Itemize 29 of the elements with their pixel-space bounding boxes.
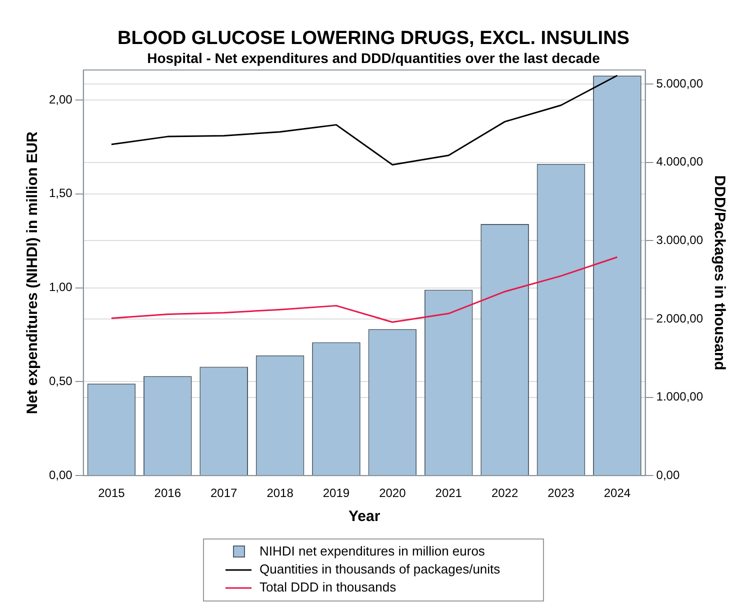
chart-title: BLOOD GLUCOSE LOWERING DRUGS, EXCL. INSULINS — [116, 28, 630, 50]
x-tick-label: 2019 — [322, 486, 350, 500]
x-tick-label: 2022 — [491, 486, 518, 500]
x-tick-label: 2024 — [604, 486, 631, 500]
x-axis-title: Year — [348, 508, 380, 526]
x-tick-label: 2020 — [379, 486, 406, 500]
legend-label: Quantities in thousands of packages/units — [260, 562, 501, 577]
y-tick-label: 0,00 — [48, 468, 73, 482]
legend-label: Total DDD in thousands — [260, 580, 397, 595]
chart-subtitle: Hospital - Net expenditures and DDD/quantities over the last decade — [146, 50, 601, 66]
y-tick-label: 0,50 — [48, 374, 73, 388]
y2-tick-label: 3.000,00 — [656, 233, 704, 248]
y-axis-title: Net expenditures (NIHDI) in million EUR — [24, 131, 42, 414]
y2-tick-label: 1.000,00 — [656, 390, 704, 404]
y2-tick-label: 0,00 — [656, 468, 680, 482]
y-tick-label: 2,00 — [48, 92, 73, 106]
y2-tick-label: 4.000,00 — [656, 154, 704, 169]
y2-tick-label: 2.000,00 — [656, 311, 704, 326]
y2-axis-title: DDD/Packages in thousand — [710, 175, 728, 370]
x-tick-label: 2023 — [548, 486, 575, 500]
y2-tick-label: 5.000,00 — [656, 76, 704, 90]
y-tick-label: 1,50 — [48, 186, 73, 200]
x-tick-label: 2017 — [210, 486, 238, 500]
x-tick-label: 2021 — [435, 486, 462, 500]
legend-label: NIHDI net expenditures in million euros — [260, 544, 486, 559]
x-tick-label: 2016 — [154, 486, 182, 500]
y-tick-label: 1,00 — [48, 280, 73, 294]
x-tick-label: 2015 — [98, 486, 126, 500]
x-tick-label: 2018 — [266, 486, 294, 500]
